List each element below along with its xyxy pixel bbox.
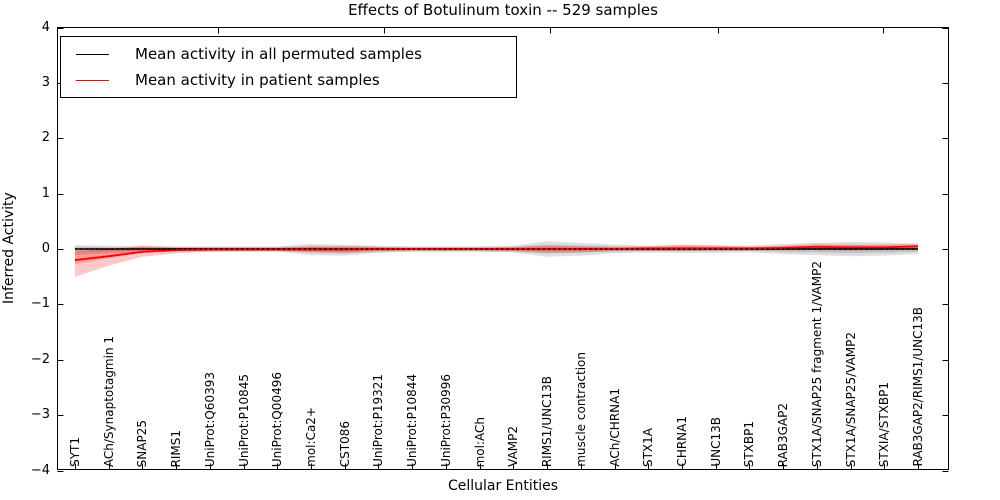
legend-entry-patient: Mean activity in patient samples [61, 71, 516, 89]
x-tick-label: STXIA/STXBP1 [877, 381, 892, 467]
x-axis-title: Cellular Entities [447, 478, 559, 494]
x-tick-label: CHRNA1 [674, 416, 689, 467]
x-tick-label: RIMS1/UNC13B [540, 375, 555, 467]
x-tick-label: CST086 [337, 420, 352, 467]
x-tick-label: UniProt:P30996 [438, 374, 453, 467]
x-tick-label: STX1A [641, 427, 656, 467]
x-tick-label: STX1A/SNAP25 fragment 1/VAMP2 [809, 260, 824, 467]
x-tick-label: mol:Ca2+ [304, 407, 319, 467]
x-tick-label: mol:ACh [472, 416, 487, 467]
plot-frame [56, 26, 950, 471]
x-tick-label: RAB3GAP2 [776, 402, 791, 467]
x-tick-label: ACh/Synaptotagmin 1 [101, 335, 116, 467]
x-tick-label: UNC13B [708, 417, 723, 467]
y-tick-label: 1 [41, 185, 50, 201]
legend-line-sample-patient [76, 79, 109, 81]
y-tick-label: 2 [41, 130, 50, 146]
chart-title: Effects of Botulinum toxin -- 529 sample… [348, 1, 658, 19]
x-tick-label: UniProt:Q60393 [202, 371, 217, 467]
y-tick-label: −3 [30, 407, 50, 423]
legend-line-sample-permuted [76, 53, 109, 55]
x-tick-label: SNAP25 [135, 419, 150, 467]
x-tick-label: UniProt:Q00496 [270, 371, 285, 467]
y-tick-label: 0 [41, 241, 50, 256]
legend-entry-permuted: Mean activity in all permuted samples [61, 45, 516, 63]
legend-label-patient: Mean activity in patient samples [135, 71, 380, 89]
y-tick-label: −1 [30, 296, 50, 312]
legend: Mean activity in all permuted samples Me… [60, 36, 517, 98]
x-tick-label: VAMP2 [506, 426, 521, 467]
x-tick-label: muscle contraction [573, 352, 588, 467]
legend-label-permuted: Mean activity in all permuted samples [135, 45, 422, 63]
y-tick-label: −2 [30, 351, 50, 367]
x-tick-label: RIMS1 [169, 429, 184, 467]
y-tick-label: 3 [41, 74, 50, 90]
x-tick-label: SYT1 [68, 437, 82, 467]
y-tick-label: −4 [30, 462, 50, 478]
x-tick-label: UniProt:P10844 [405, 374, 420, 467]
x-tick-label: UniProt:P10845 [236, 374, 251, 467]
x-tick-label: STX1A/SNAP25/VAMP2 [843, 331, 858, 467]
x-tick-label: ACh/CHRNA1 [607, 388, 622, 467]
x-tick-label: UniProt:P19321 [371, 374, 386, 467]
y-tick-label: 4 [41, 19, 50, 35]
x-tick-label: RAB3GAP2/RIMS1/UNC13B [911, 307, 925, 467]
x-tick-label: STXBP1 [742, 420, 757, 467]
